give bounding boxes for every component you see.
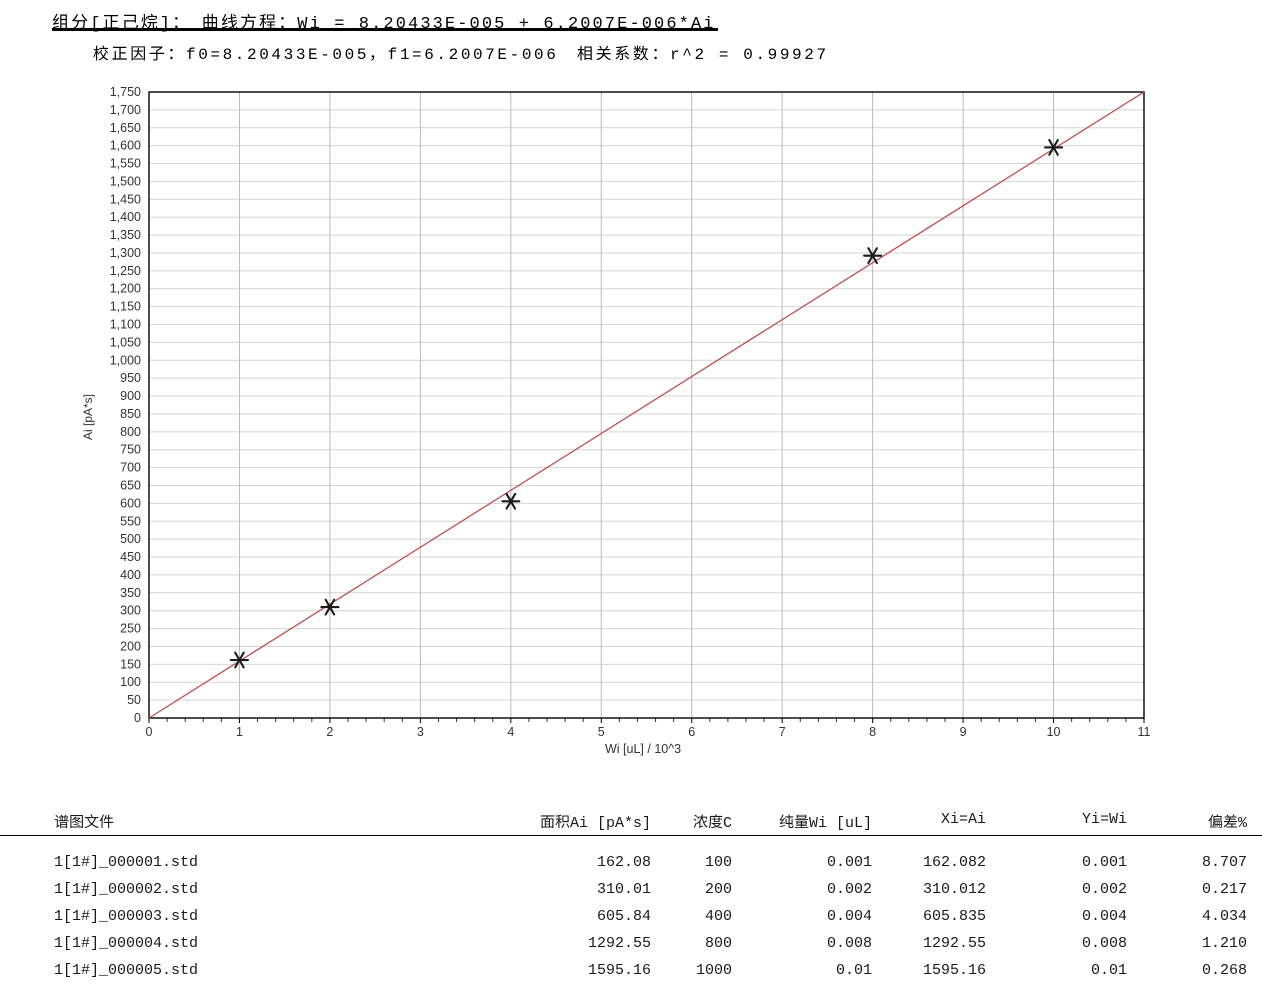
svg-text:550: 550 [120, 514, 141, 528]
svg-text:10: 10 [1047, 725, 1061, 739]
svg-text:8: 8 [869, 725, 876, 739]
svg-text:450: 450 [120, 550, 141, 564]
svg-text:1,000: 1,000 [110, 353, 141, 367]
svg-text:250: 250 [120, 622, 141, 636]
svg-text:7: 7 [779, 725, 786, 739]
svg-text:1,400: 1,400 [110, 210, 141, 224]
svg-text:9: 9 [960, 725, 967, 739]
svg-text:2: 2 [326, 725, 333, 739]
svg-text:300: 300 [120, 604, 141, 618]
svg-text:900: 900 [120, 389, 141, 403]
svg-text:0: 0 [134, 711, 141, 725]
svg-text:4: 4 [507, 725, 514, 739]
svg-text:400: 400 [120, 568, 141, 582]
svg-text:200: 200 [120, 639, 141, 653]
svg-text:1,450: 1,450 [110, 192, 141, 206]
svg-text:1,550: 1,550 [110, 157, 141, 171]
svg-text:5: 5 [598, 725, 605, 739]
svg-text:0: 0 [146, 725, 153, 739]
svg-text:1,500: 1,500 [110, 174, 141, 188]
svg-text:1,650: 1,650 [110, 121, 141, 135]
svg-text:1,350: 1,350 [110, 228, 141, 242]
svg-text:50: 50 [127, 693, 141, 707]
svg-text:1,150: 1,150 [110, 300, 141, 314]
svg-text:1,600: 1,600 [110, 139, 141, 153]
svg-text:1,100: 1,100 [110, 318, 141, 332]
svg-text:150: 150 [120, 657, 141, 671]
svg-text:11: 11 [1138, 725, 1151, 739]
svg-text:950: 950 [120, 371, 141, 385]
svg-text:1,050: 1,050 [110, 335, 141, 349]
svg-text:700: 700 [120, 461, 141, 475]
svg-text:1,250: 1,250 [110, 264, 141, 278]
svg-text:800: 800 [120, 425, 141, 439]
svg-text:1: 1 [236, 725, 243, 739]
svg-text:6: 6 [688, 725, 695, 739]
svg-text:1,750: 1,750 [110, 85, 141, 99]
svg-text:350: 350 [120, 586, 141, 600]
svg-text:1,700: 1,700 [110, 103, 141, 117]
svg-text:500: 500 [120, 532, 141, 546]
svg-text:750: 750 [120, 443, 141, 457]
svg-text:3: 3 [417, 725, 424, 739]
svg-text:1,200: 1,200 [110, 282, 141, 296]
svg-text:650: 650 [120, 478, 141, 492]
svg-text:600: 600 [120, 496, 141, 510]
svg-text:100: 100 [120, 675, 141, 689]
svg-text:1,300: 1,300 [110, 246, 141, 260]
svg-text:850: 850 [120, 407, 141, 421]
